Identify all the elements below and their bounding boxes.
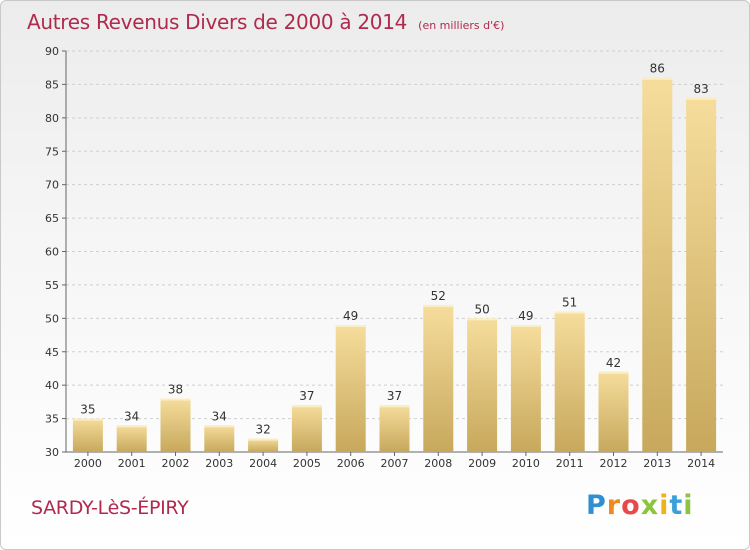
x-tick-label: 2001 bbox=[118, 457, 146, 470]
data-label: 37 bbox=[387, 389, 402, 403]
bar-highlight bbox=[423, 304, 454, 307]
logo-letter: o bbox=[621, 490, 641, 521]
y-tick-label: 45 bbox=[45, 346, 59, 359]
x-tick-label: 2004 bbox=[249, 457, 277, 470]
x-tick-label: 2010 bbox=[512, 457, 540, 470]
bar-highlight bbox=[72, 418, 103, 421]
x-tick-label: 2005 bbox=[293, 457, 321, 470]
logo-letter: i bbox=[659, 490, 670, 521]
chart-title: Autres Revenus Divers de 2000 à 2014 (en… bbox=[27, 10, 504, 34]
y-tick-label: 80 bbox=[45, 112, 59, 125]
bar-2000 bbox=[72, 418, 103, 452]
x-tick-label: 2014 bbox=[687, 457, 715, 470]
data-label: 49 bbox=[343, 309, 358, 323]
data-label: 34 bbox=[124, 409, 139, 423]
y-tick-label: 40 bbox=[45, 379, 59, 392]
data-label: 86 bbox=[650, 62, 665, 76]
logo-letter: t bbox=[669, 490, 684, 521]
y-tick-label: 70 bbox=[45, 179, 59, 192]
x-tick-label: 2013 bbox=[643, 457, 671, 470]
y-tick-label: 75 bbox=[45, 145, 59, 158]
data-label: 50 bbox=[474, 302, 489, 316]
bar-2011 bbox=[554, 311, 585, 452]
logo-letter: x bbox=[640, 490, 660, 521]
x-tick-label: 2007 bbox=[381, 457, 409, 470]
bar-highlight bbox=[467, 318, 498, 321]
data-label: 42 bbox=[606, 356, 621, 370]
x-tick-label: 2008 bbox=[424, 457, 452, 470]
bar-2006 bbox=[335, 325, 366, 452]
bar-highlight bbox=[554, 311, 585, 314]
bar-2010 bbox=[510, 325, 541, 452]
data-label: 83 bbox=[693, 82, 708, 96]
data-label: 38 bbox=[168, 383, 183, 397]
bar-highlight bbox=[204, 425, 235, 428]
bar-2002 bbox=[160, 398, 191, 452]
title-unit: (en milliers d'€) bbox=[418, 19, 505, 32]
bar-2009 bbox=[467, 318, 498, 452]
bar-highlight bbox=[116, 425, 147, 428]
bar-2012 bbox=[598, 371, 629, 452]
bar-highlight bbox=[160, 398, 191, 401]
x-tick-label: 2002 bbox=[162, 457, 190, 470]
bar-chart: 30 35 40 45 50 55 60 65 70 75 80 85 90 35 2000 34 2001 38… bbox=[45, 45, 723, 470]
data-label: 34 bbox=[212, 409, 227, 423]
proxiti-logo: Proxiti bbox=[586, 490, 694, 521]
y-tick-label: 50 bbox=[45, 312, 59, 325]
y-tick-label: 85 bbox=[45, 78, 59, 91]
y-tick-label: 30 bbox=[45, 446, 59, 459]
bar-highlight bbox=[642, 77, 673, 80]
logo-letter: i bbox=[683, 490, 694, 521]
bar-highlight bbox=[291, 405, 322, 408]
bar-2001 bbox=[116, 425, 147, 452]
bar-highlight bbox=[379, 405, 410, 408]
data-label: 32 bbox=[255, 423, 270, 437]
data-label: 51 bbox=[562, 296, 577, 310]
x-tick-label: 2011 bbox=[556, 457, 584, 470]
bar-2008 bbox=[423, 304, 454, 452]
x-tick-label: 2000 bbox=[74, 457, 102, 470]
bar-2007 bbox=[379, 405, 410, 452]
y-tick-label: 90 bbox=[45, 45, 59, 58]
y-tick-label: 55 bbox=[45, 279, 59, 292]
logo-letter: P bbox=[586, 490, 607, 521]
data-label: 37 bbox=[299, 389, 314, 403]
bar-2013 bbox=[642, 77, 673, 452]
bar-2004 bbox=[248, 438, 279, 452]
bar-highlight bbox=[686, 97, 717, 100]
x-tick-label: 2003 bbox=[205, 457, 233, 470]
y-tick-label: 35 bbox=[45, 413, 59, 426]
data-label: 52 bbox=[431, 289, 446, 303]
x-tick-label: 2009 bbox=[468, 457, 496, 470]
bar-highlight bbox=[248, 438, 279, 441]
commune-name: SARDY-LèS-ÉPIRY bbox=[31, 497, 189, 519]
y-tick-label: 60 bbox=[45, 246, 59, 259]
bar-highlight bbox=[335, 325, 366, 328]
data-label: 35 bbox=[80, 403, 95, 417]
bar-highlight bbox=[510, 325, 541, 328]
bar-highlight bbox=[598, 371, 629, 374]
bar-2005 bbox=[291, 405, 322, 452]
bar-2003 bbox=[204, 425, 235, 452]
bar-2014 bbox=[686, 97, 717, 453]
title-main: Autres Revenus Divers de 2000 à 2014 bbox=[27, 10, 408, 34]
logo-letter: r bbox=[606, 490, 622, 521]
x-tick-label: 2006 bbox=[337, 457, 365, 470]
y-tick-label: 65 bbox=[45, 212, 59, 225]
data-label: 49 bbox=[518, 309, 533, 323]
x-tick-label: 2012 bbox=[600, 457, 628, 470]
